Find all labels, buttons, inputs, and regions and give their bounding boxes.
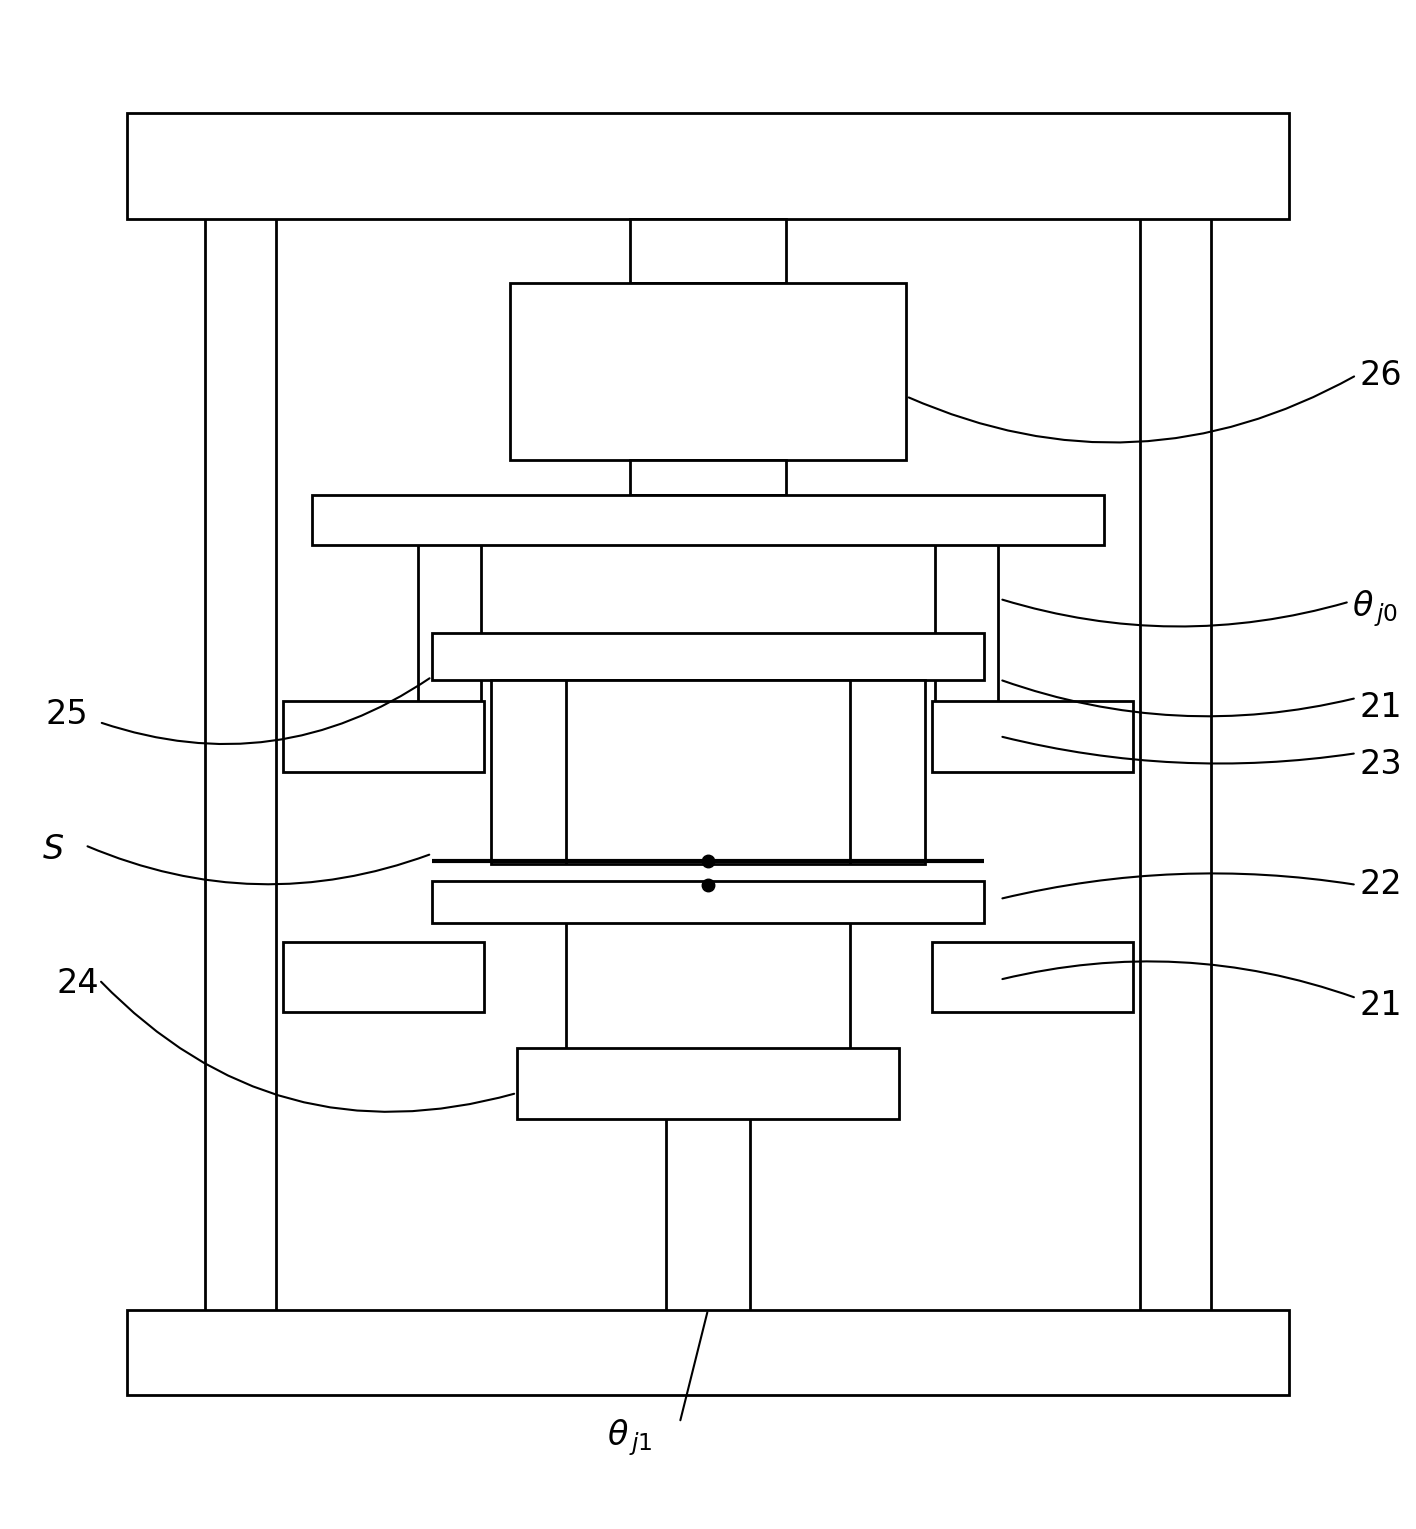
Text: 25: 25 bbox=[45, 699, 88, 731]
Bar bbox=[127, 1310, 1289, 1394]
Bar bbox=[432, 881, 984, 924]
Text: 26: 26 bbox=[1359, 359, 1402, 391]
Bar bbox=[630, 219, 786, 283]
Text: 23: 23 bbox=[1359, 748, 1402, 781]
Text: 22: 22 bbox=[1359, 868, 1402, 902]
Bar bbox=[517, 1047, 899, 1119]
Text: $\theta_{\,j1}$: $\theta_{\,j1}$ bbox=[607, 1417, 653, 1457]
Bar bbox=[283, 942, 484, 1012]
Bar bbox=[932, 942, 1133, 1012]
Bar bbox=[312, 495, 1104, 544]
Bar bbox=[630, 460, 786, 495]
Bar bbox=[283, 700, 484, 772]
Bar bbox=[932, 700, 1133, 772]
Bar bbox=[510, 283, 906, 460]
Text: 21: 21 bbox=[1359, 989, 1402, 1021]
Bar bbox=[432, 633, 984, 679]
Bar bbox=[491, 679, 925, 864]
Bar bbox=[127, 113, 1289, 219]
Text: 21: 21 bbox=[1359, 691, 1402, 725]
Text: S: S bbox=[42, 833, 64, 865]
Text: 24: 24 bbox=[57, 968, 99, 1000]
Text: $\theta_{\,j0}$: $\theta_{\,j0}$ bbox=[1352, 589, 1398, 628]
